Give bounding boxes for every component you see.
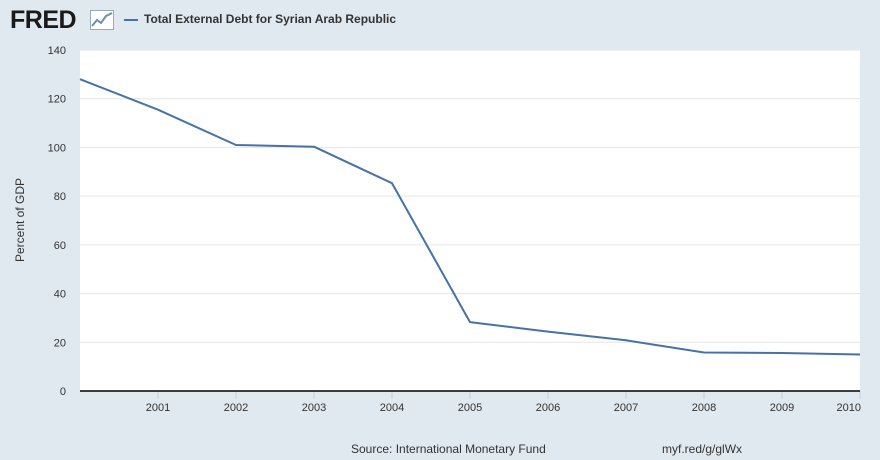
x-tick-label: 2006 xyxy=(536,402,560,414)
data-point[interactable] xyxy=(701,350,707,356)
gridlines xyxy=(80,49,860,343)
y-tick-label: 140 xyxy=(48,45,66,57)
x-tick-label: 2010 xyxy=(837,402,861,414)
y-tick-label: 120 xyxy=(48,94,66,106)
series-layer xyxy=(77,76,863,357)
data-point[interactable] xyxy=(155,107,161,113)
x-tick-label: 2007 xyxy=(614,402,638,414)
chart-header: FRED Total External Debt for Syrian Arab… xyxy=(0,0,880,40)
data-point[interactable] xyxy=(233,142,239,148)
x-tick-label: 2004 xyxy=(380,402,404,414)
data-point[interactable] xyxy=(467,319,473,325)
data-point[interactable] xyxy=(857,351,863,357)
legend-swatch xyxy=(124,19,138,21)
fred-logo[interactable]: FRED xyxy=(10,6,77,34)
y-tick-label: 0 xyxy=(60,386,66,398)
y-tick-label: 20 xyxy=(54,337,66,349)
data-point[interactable] xyxy=(623,337,629,343)
data-point[interactable] xyxy=(779,350,785,356)
x-tick-label: 2002 xyxy=(224,402,248,414)
line-chart-icon xyxy=(90,10,114,30)
data-point[interactable] xyxy=(545,329,551,335)
y-axis-ticks: 0 20 40 60 80 100 120 140 xyxy=(48,45,66,398)
plot-area xyxy=(80,50,860,391)
x-tick-label: 2005 xyxy=(458,402,482,414)
short-link[interactable]: myf.red/g/glWx xyxy=(662,442,743,456)
source-note[interactable]: Source: International Monetary Fund xyxy=(351,442,546,456)
data-point[interactable] xyxy=(77,76,83,82)
series-line[interactable] xyxy=(79,78,861,356)
data-point[interactable] xyxy=(389,180,395,186)
y-tick-label: 40 xyxy=(54,289,66,301)
x-tick-label: 2001 xyxy=(146,402,170,414)
y-axis-label: Percent of GDP xyxy=(13,178,27,262)
data-point[interactable] xyxy=(311,144,317,150)
x-tick-label: 2008 xyxy=(692,402,716,414)
x-tick-label: 2003 xyxy=(302,402,326,414)
y-tick-label: 80 xyxy=(54,191,66,203)
legend-label[interactable]: Total External Debt for Syrian Arab Repu… xyxy=(144,12,397,26)
x-tick-label: 2009 xyxy=(770,402,794,414)
y-tick-label: 60 xyxy=(54,240,66,252)
x-axis-ticks: 2001 2002 2003 2004 2005 2006 2007 2008 2009 2010 xyxy=(146,391,861,414)
y-tick-label: 100 xyxy=(48,142,66,154)
